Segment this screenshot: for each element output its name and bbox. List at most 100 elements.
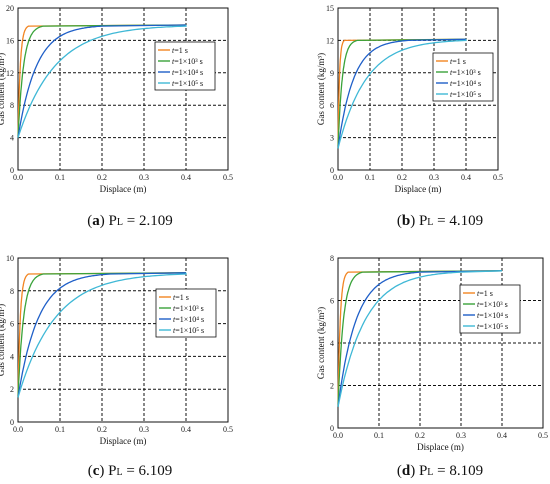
chart-panel-3: 0.0 0.1 0.2 0.3 0.4 0.5 0 2 4 6 8 10 Displace (m) Gas… [0, 254, 233, 479]
panel-caption: (c) PL = 6.109 [88, 463, 173, 479]
series-line-1 [17, 272, 187, 398]
y-tick-label: 12 [326, 36, 334, 45]
series-line-1 [337, 38, 467, 149]
x-tick-label: 0.1 [365, 173, 375, 182]
series-line-2 [337, 270, 503, 407]
legend-label: t=1×10⁴ s [172, 68, 203, 77]
legend-label: t=1 s [172, 46, 188, 55]
series-line-4 [17, 272, 187, 398]
x-axis-label: Displace (m) [417, 442, 464, 452]
x-tick-label: 0.4 [181, 425, 191, 434]
y-tick-label: 6 [330, 101, 334, 110]
plot-frame [17, 7, 229, 171]
legend-label: t=1 s [477, 289, 493, 298]
y-tick-label: 8 [10, 101, 14, 110]
x-tick-label: 0.4 [181, 173, 191, 182]
x-tick-label: 0.3 [139, 425, 149, 434]
x-tick-label: 0.3 [456, 431, 466, 440]
x-tick-label: 0.1 [55, 425, 65, 434]
legend-label: t=1 s [450, 57, 466, 66]
legend-label: t=1×10⁵ s [173, 326, 204, 335]
legend-label: t=1×10³ s [173, 304, 204, 313]
x-tick-label: 0.5 [538, 431, 548, 440]
x-tick-label: 0.0 [333, 431, 343, 440]
legend-label: t=1×10⁵ s [450, 90, 481, 99]
plot-frame [17, 257, 229, 423]
series-line-3 [337, 270, 503, 407]
x-tick-label: 0.4 [461, 173, 471, 182]
series-line-3 [17, 272, 187, 398]
series-line-1 [17, 24, 187, 138]
y-tick-label: 8 [10, 287, 14, 296]
x-tick-label: 0.3 [139, 173, 149, 182]
y-tick-label: 6 [330, 297, 334, 306]
x-axis-label: Displace (m) [100, 436, 147, 446]
series-line-1 [337, 270, 503, 407]
x-tick-label: 0.1 [374, 431, 384, 440]
y-axis-label: Gas content (kg/m³) [0, 53, 6, 125]
y-tick-label: 4 [330, 339, 334, 348]
x-tick-label: 0.1 [55, 173, 65, 182]
x-tick-label: 0.4 [497, 431, 507, 440]
x-tick-label: 0.0 [13, 173, 23, 182]
legend-label: t=1×10³ s [172, 57, 203, 66]
x-tick-label: 0.3 [429, 173, 439, 182]
y-tick-label: 15 [326, 4, 334, 13]
y-tick-label: 8 [330, 254, 334, 263]
chart-panel-1: 0.0 0.1 0.2 0.3 0.4 0.5 0 4 8 12 16 20 Displace (m) G… [0, 4, 233, 229]
chart-panel-4: 0.0 0.1 0.2 0.3 0.4 0.5 0 2 4 6 8 Displace (m) Gas c… [316, 254, 548, 479]
x-tick-label: 0.2 [397, 173, 407, 182]
y-tick-label: 16 [6, 36, 14, 45]
y-tick-label: 12 [6, 69, 14, 78]
series-line-2 [17, 24, 187, 138]
x-tick-label: 0.0 [333, 173, 343, 182]
y-axis-label: Gas content (kg/m³) [0, 304, 6, 376]
series-line-3 [17, 24, 187, 138]
x-tick-label: 0.5 [223, 173, 233, 182]
series-line-4 [337, 39, 467, 149]
series-line-4 [17, 25, 187, 138]
x-tick-label: 0.5 [493, 173, 503, 182]
x-axis-label: Displace (m) [395, 184, 442, 194]
y-axis-label: Gas content (kg/m³) [316, 53, 326, 125]
legend-label: t=1×10⁴ s [173, 315, 204, 324]
x-tick-label: 0.2 [415, 431, 425, 440]
legend-label: t=1×10⁵ s [477, 322, 508, 331]
legend-label: t=1×10⁴ s [477, 311, 508, 320]
y-tick-label: 4 [10, 352, 14, 361]
panel-caption: (b) PL = 4.109 [397, 213, 483, 229]
panel-caption: (d) PL = 8.109 [397, 463, 483, 479]
y-tick-label: 20 [6, 4, 14, 13]
legend-label: t=1×10³ s [477, 300, 508, 309]
x-axis-label: Displace (m) [100, 184, 147, 194]
legend-label: t=1×10⁵ s [172, 79, 203, 88]
y-tick-label: 0 [330, 166, 334, 175]
x-tick-label: 0.2 [97, 425, 107, 434]
x-tick-label: 0.5 [223, 425, 233, 434]
y-tick-label: 0 [10, 418, 14, 427]
y-tick-label: 2 [10, 385, 14, 394]
legend-label: t=1×10⁴ s [450, 79, 481, 88]
series-line-3 [337, 38, 467, 149]
y-tick-label: 2 [330, 382, 334, 391]
series-line-4 [337, 270, 503, 407]
y-tick-label: 9 [330, 69, 334, 78]
y-tick-label: 3 [330, 134, 334, 143]
plot-frame [337, 257, 544, 429]
series-line-2 [337, 38, 467, 149]
y-tick-label: 4 [10, 134, 14, 143]
chart-panel-2: 0.0 0.1 0.2 0.3 0.4 0.5 0 3 6 9 12 15 Displace (m) Ga… [316, 4, 503, 229]
x-tick-label: 0.2 [97, 173, 107, 182]
x-tick-label: 0.0 [13, 425, 23, 434]
y-tick-label: 0 [10, 166, 14, 175]
y-tick-label: 0 [330, 424, 334, 433]
plot-frame [337, 7, 499, 171]
y-axis-label: Gas content (kg/m³) [316, 307, 326, 379]
series-line-2 [17, 272, 187, 398]
y-tick-label: 10 [6, 254, 14, 263]
legend-label: t=1×10³ s [450, 68, 481, 77]
panel-caption: (a) PL = 2.109 [87, 213, 172, 229]
legend-label: t=1 s [173, 293, 189, 302]
y-tick-label: 6 [10, 320, 14, 329]
